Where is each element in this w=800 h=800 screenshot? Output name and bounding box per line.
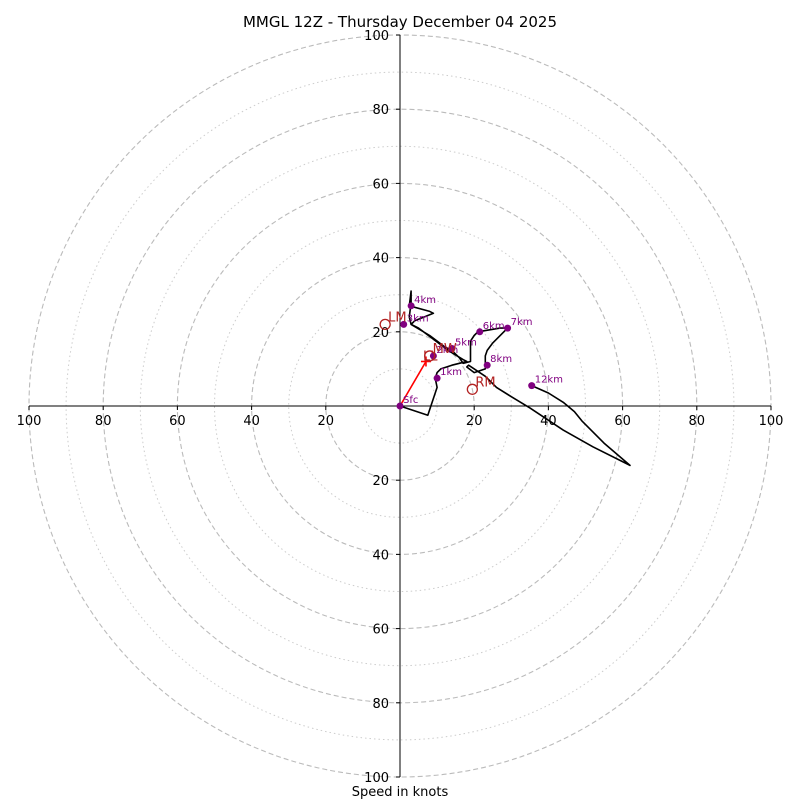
height-marker-4 <box>407 302 415 310</box>
tick-label-left-20: 20 <box>318 414 335 429</box>
tick-label-left-100: 100 <box>17 414 42 429</box>
storm-motion-label-0: LM <box>388 310 406 325</box>
hodograph-trace <box>399 290 631 467</box>
height-marker-0 <box>396 402 404 410</box>
mean-wind-arrow-shaft <box>399 361 427 407</box>
height-marker-1 <box>433 374 441 382</box>
height-marker-9 <box>528 382 536 390</box>
height-marker-6 <box>476 328 484 336</box>
tick-label-right-80: 80 <box>689 414 706 429</box>
height-label-5: 5km <box>455 337 477 348</box>
tick-label-down-100: 100 <box>364 771 389 786</box>
tick-label-left-40: 40 <box>243 414 260 429</box>
chart-title: MMGL 12Z - Thursday December 04 2025 <box>243 13 557 31</box>
tick-label-left-60: 60 <box>169 414 186 429</box>
height-markers: Sfc 1km 2km 3km 4km 5km 6km 7km 8km 12km <box>396 295 563 410</box>
height-marker-3 <box>400 320 408 328</box>
height-label-0: Sfc <box>403 395 418 406</box>
tick-label-right-60: 60 <box>614 414 631 429</box>
height-label-1: 1km <box>440 367 462 378</box>
hodograph-line <box>399 290 631 467</box>
height-label-3: 3km <box>407 313 429 324</box>
tick-label-up-100: 100 <box>364 29 389 44</box>
tick-label-up-20: 20 <box>372 326 389 341</box>
tick-label-up-80: 80 <box>372 103 389 118</box>
height-label-4: 4km <box>414 295 436 306</box>
storm-motion-marker-0 <box>379 318 391 331</box>
storm-motion-label-1: MW <box>433 342 457 357</box>
tick-label-up-40: 40 <box>372 252 389 267</box>
tick-label-down-40: 40 <box>372 548 389 563</box>
storm-motion-marker-2 <box>466 383 478 395</box>
tick-label-down-60: 60 <box>372 623 389 638</box>
tick-label-left-80: 80 <box>95 414 112 429</box>
height-marker-8 <box>483 361 491 369</box>
height-label-7: 7km <box>511 317 533 328</box>
height-label-2: 2km <box>436 345 458 356</box>
height-label-8: 8km <box>490 354 512 365</box>
tick-label-right-100: 100 <box>759 414 784 429</box>
x-axis-label: Speed in knots <box>352 785 449 800</box>
height-label-9: 12km <box>535 375 563 386</box>
tick-label-down-20: 20 <box>372 474 389 489</box>
height-marker-2 <box>429 352 437 360</box>
storm-motion-label-2: RM <box>475 375 495 390</box>
storm-motion-marker-1 <box>424 350 436 362</box>
tick-label-down-80: 80 <box>372 697 389 712</box>
height-marker-7 <box>504 324 512 332</box>
storm-motion-markers: LM MW RM <box>379 310 496 395</box>
tick-label-right-20: 20 <box>466 414 483 429</box>
tick-label-up-60: 60 <box>372 177 389 192</box>
height-marker-5 <box>448 344 456 352</box>
height-label-6: 6km <box>483 321 505 332</box>
